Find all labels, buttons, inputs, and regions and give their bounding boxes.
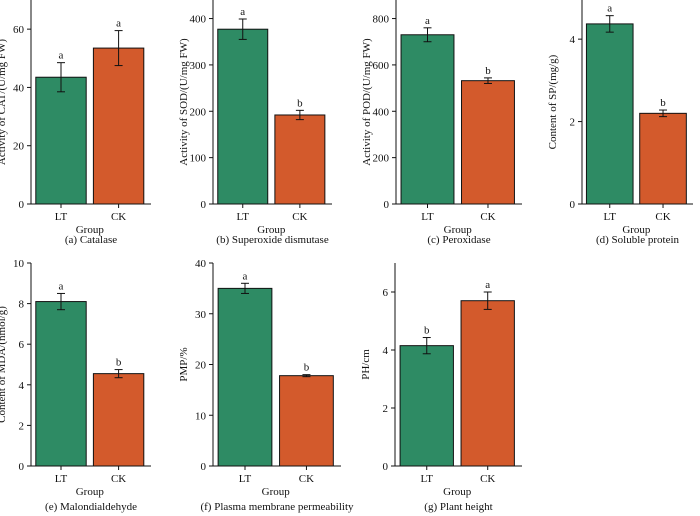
significance-letter: a: [607, 3, 612, 15]
bar-lt: [399, 345, 454, 467]
bar-ck: [92, 47, 145, 205]
bar-ck: [279, 375, 334, 467]
x-tick-label: LT: [239, 473, 252, 485]
y-tick-label: 20: [13, 141, 25, 153]
bar-ck: [461, 80, 515, 205]
significance-letter: a: [485, 279, 490, 291]
significance-letter: a: [425, 15, 430, 27]
y-tick-label: 2: [383, 403, 389, 415]
panel-caption: (a) Catalase: [65, 234, 117, 246]
y-tick-label: 6: [19, 339, 25, 351]
x-tick-label: CK: [480, 473, 495, 485]
bar-lt: [585, 23, 634, 205]
x-tick-label: CK: [655, 211, 670, 223]
y-tick-label: 0: [201, 461, 207, 473]
significance-letter: b: [424, 325, 430, 337]
significance-letter: a: [59, 280, 64, 292]
x-axis-label: Group: [76, 224, 105, 236]
x-tick-label: CK: [111, 473, 126, 485]
y-tick-label: 60: [13, 24, 25, 36]
significance-letter: b: [660, 97, 666, 109]
y-tick-label: 4: [383, 345, 389, 357]
x-tick-label: CK: [111, 211, 126, 223]
y-tick-label: 0: [19, 199, 25, 211]
bar-ck: [92, 373, 145, 467]
x-axis-label: Group: [443, 486, 472, 498]
bar-lt: [35, 301, 87, 467]
y-tick-label: 200: [190, 106, 207, 118]
bar-lt: [217, 287, 273, 467]
x-tick-label: LT: [55, 473, 68, 485]
x-tick-label: LT: [55, 211, 68, 223]
significance-letter: a: [243, 270, 248, 282]
y-tick-label: 40: [13, 82, 25, 94]
y-tick-label: 8: [19, 299, 25, 311]
y-tick-label: 100: [190, 153, 207, 165]
y-tick-label: 0: [384, 199, 390, 211]
panel-caption: (b) Superoxide dismutase: [216, 234, 329, 246]
panel-caption: (d) Soluble protein: [596, 234, 680, 246]
y-tick-label: 300: [190, 60, 207, 72]
panel-caption: (e) Malondialdehyde: [45, 501, 137, 513]
x-tick-label: LT: [604, 211, 617, 223]
y-tick-label: 10: [195, 410, 207, 422]
significance-letter: a: [116, 18, 121, 30]
significance-letter: b: [116, 357, 122, 369]
x-tick-label: LT: [421, 473, 434, 485]
y-tick-label: 20: [195, 360, 207, 372]
bar-lt: [217, 28, 269, 205]
x-tick-label: LT: [237, 211, 250, 223]
y-tick-label: 400: [373, 106, 390, 118]
bar-lt: [35, 76, 87, 205]
y-tick-label: 10: [13, 258, 25, 270]
x-tick-label: CK: [480, 211, 495, 223]
y-tick-label: 600: [373, 60, 390, 72]
y-tick-label: 2: [19, 420, 25, 432]
y-axis-label: Content of SP/(mg/g): [547, 54, 559, 149]
y-tick-label: 0: [19, 461, 25, 473]
bar-ck: [274, 114, 326, 205]
x-axis-label: Group: [444, 224, 473, 236]
y-tick-label: 0: [383, 461, 389, 473]
x-tick-label: CK: [292, 211, 307, 223]
x-axis-label: Group: [622, 224, 651, 236]
bar-lt: [400, 34, 455, 205]
panel-caption: (c) Peroxidase: [427, 234, 490, 246]
y-tick-label: 800: [373, 14, 390, 26]
y-axis-label: PMP/%: [178, 347, 190, 381]
significance-letter: b: [304, 362, 310, 374]
y-axis-label: Content of MDA/(nmol/g): [0, 306, 8, 423]
bar-ck: [460, 300, 515, 467]
y-axis-label: Activity of CAT/(U/mg FW): [0, 39, 8, 166]
y-axis-label: Activity of POD/(U/mg FW): [361, 38, 373, 166]
bar-ck: [639, 112, 687, 205]
x-axis-label: Group: [262, 486, 291, 498]
y-tick-label: 0: [201, 199, 207, 211]
x-axis-label: Group: [76, 486, 105, 498]
y-tick-label: 40: [195, 258, 207, 270]
y-tick-label: 400: [190, 14, 207, 26]
x-axis-label: Group: [257, 224, 286, 236]
y-tick-label: 0: [570, 199, 576, 211]
x-tick-label: LT: [421, 211, 434, 223]
y-tick-label: 4: [570, 34, 576, 46]
significance-letter: b: [297, 97, 303, 109]
y-axis-label: Activity of SOD/(U/mg FW): [178, 38, 190, 166]
y-tick-label: 4: [19, 380, 25, 392]
significance-letter: b: [485, 65, 491, 77]
y-axis-label: PH/cm: [360, 349, 372, 380]
y-tick-label: 6: [383, 287, 389, 299]
significance-letter: a: [59, 50, 64, 62]
y-tick-label: 200: [373, 153, 390, 165]
x-tick-label: CK: [299, 473, 314, 485]
y-tick-label: 2: [570, 117, 576, 129]
panel-caption: (g) Plant height: [424, 501, 492, 513]
panel-caption: (f) Plasma membrane permeability: [200, 501, 354, 513]
significance-letter: a: [240, 6, 245, 18]
y-tick-label: 30: [195, 309, 207, 321]
